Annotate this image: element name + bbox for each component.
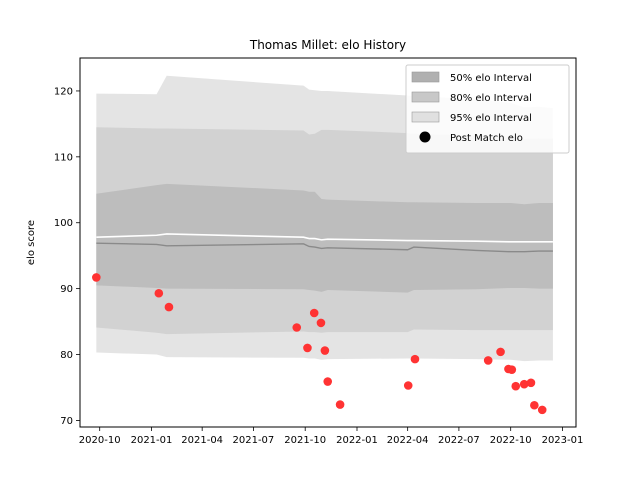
data-point xyxy=(530,400,539,410)
x-tick-label: 2021-07 xyxy=(233,435,275,446)
data-point xyxy=(320,346,330,355)
data-point xyxy=(403,381,413,390)
data-point xyxy=(323,377,333,386)
legend-label: 80% elo Interval xyxy=(450,93,532,104)
data-point xyxy=(292,323,302,332)
post-match-points xyxy=(92,273,547,415)
data-point xyxy=(316,318,326,328)
interval-lines xyxy=(96,233,553,253)
x-axis-ticks: 2020-10 2021-01 2021-04 2021-07 2021-10 2022-… xyxy=(79,427,584,446)
legend-label: Post Match elo xyxy=(450,133,523,144)
x-tick-label: 2020-10 xyxy=(79,435,121,446)
y-tick-label: 70 xyxy=(60,416,73,427)
data-point xyxy=(537,405,547,415)
legend-label: 50% elo Interval xyxy=(450,73,532,84)
y-tick-label: 80 xyxy=(60,350,73,361)
x-tick-label: 2021-10 xyxy=(284,435,326,446)
data-point xyxy=(410,354,420,364)
legend-swatch xyxy=(411,91,440,103)
band-50 xyxy=(96,183,553,293)
legend-swatch xyxy=(411,71,440,83)
legend-swatch xyxy=(411,111,440,123)
x-tick-label: 2021-01 xyxy=(131,435,173,446)
x-tick-label: 2022-07 xyxy=(438,435,480,446)
x-tick-label: 2022-04 xyxy=(387,435,429,446)
y-tick-label: 100 xyxy=(54,218,73,229)
y-tick-label: 90 xyxy=(60,284,73,295)
data-point xyxy=(309,308,319,318)
x-tick-label: 2022-01 xyxy=(336,435,378,446)
data-point xyxy=(303,343,312,353)
data-point xyxy=(483,356,493,365)
x-tick-label: 2022-10 xyxy=(490,435,532,446)
x-tick-label: 2021-04 xyxy=(181,435,223,446)
y-axis-ticks: 70 80 90 100 110 120 xyxy=(54,86,80,427)
y-tick-label: 110 xyxy=(54,152,73,163)
y-axis-label: elo score xyxy=(26,220,37,265)
data-point xyxy=(507,365,517,374)
legend: 50% elo Interval 80% elo Interval 95% elo … xyxy=(405,64,570,154)
legend-box xyxy=(405,64,570,154)
y-tick-label: 120 xyxy=(54,86,73,97)
data-point xyxy=(511,381,521,391)
data-point xyxy=(519,379,529,389)
data-point xyxy=(526,378,536,388)
plot-frame xyxy=(79,57,577,428)
upper-line xyxy=(96,233,553,243)
axes xyxy=(79,57,577,428)
chart-title: Thomas Millet: elo History xyxy=(249,38,406,52)
data-point xyxy=(335,400,345,409)
data-point xyxy=(154,288,164,298)
legend-label: 95% elo Interval xyxy=(450,113,532,124)
data-point xyxy=(164,302,174,312)
legend-marker xyxy=(419,131,431,143)
median-line xyxy=(96,242,553,253)
data-point xyxy=(496,347,505,357)
data-point xyxy=(92,273,101,282)
x-tick-label: 2023-01 xyxy=(542,435,584,446)
